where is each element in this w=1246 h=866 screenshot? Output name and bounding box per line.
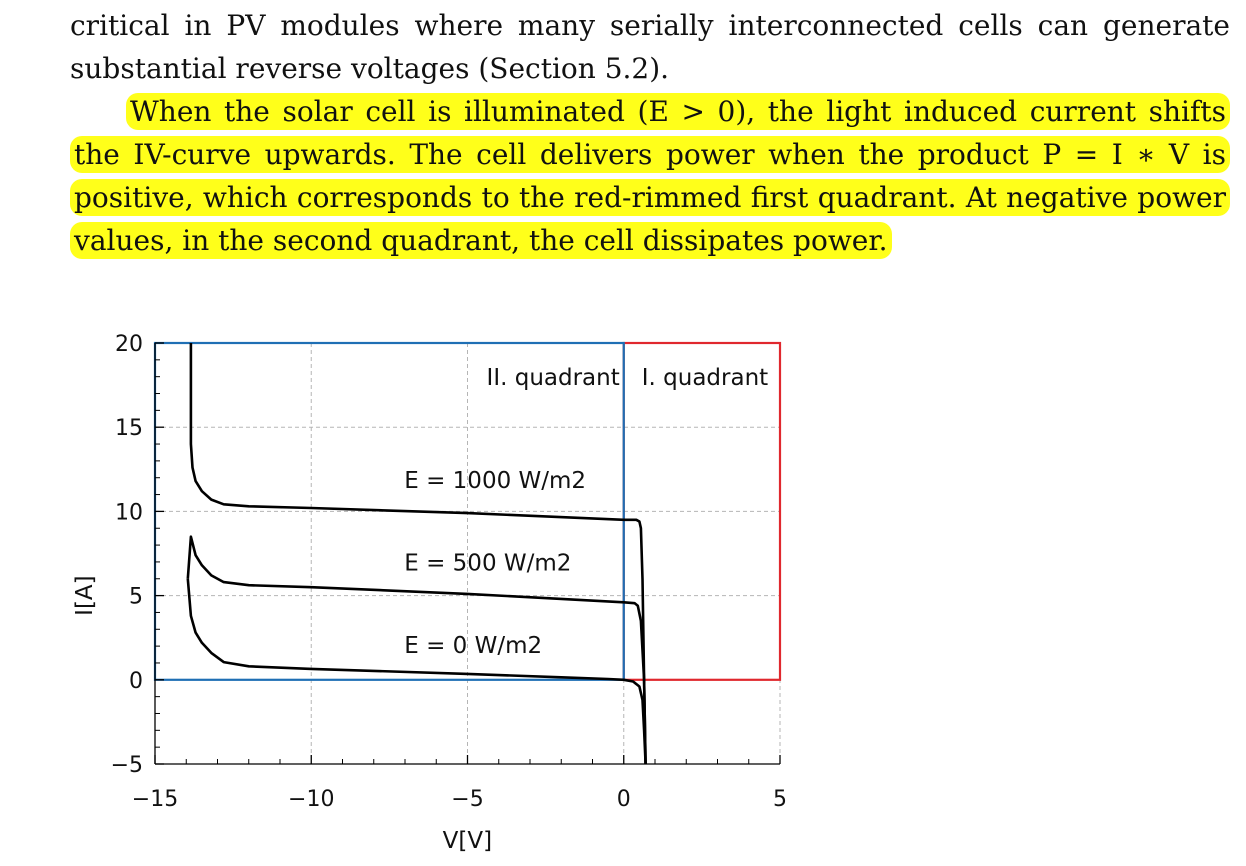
y-tick-label: 0 [129,669,143,694]
curve-labels: E = 1000 W/m2 E = 500 W/m2 E = 0 W/m2 [404,468,586,659]
y-tick-label: −5 [111,753,143,778]
iv-curve-0 [189,343,647,765]
y-ticks: −5 0 5 10 15 20 [111,332,164,778]
iv-curve-1 [186,535,647,765]
y-tick-label: 10 [115,500,143,525]
iv-curve-2 [186,578,647,765]
body-text: critical in PV modules where many serial… [70,4,1230,262]
axes: −15 −10 −5 0 5 −5 0 5 10 15 20 [111,332,787,812]
x-tick-label: 5 [773,787,787,812]
curve-label-0: E = 1000 W/m2 [404,468,586,494]
curve-label-1: E = 500 W/m2 [404,550,571,576]
x-tick-label: −10 [288,787,334,812]
x-tick-label: 0 [617,787,631,812]
x-tick-label: −5 [451,787,483,812]
y-tick-label: 20 [115,332,143,357]
paragraph-2: When the solar cell is illuminated (E > … [70,90,1230,262]
x-ticks: −15 −10 −5 0 5 [132,755,787,812]
quadrant-II-label: II. quadrant [487,365,620,391]
x-tick-label: −15 [132,787,178,812]
y-tick-label: 15 [115,416,143,441]
iv-curves [186,343,647,765]
curve-label-2: E = 0 W/m2 [404,633,542,659]
y-tick-label: 5 [129,585,143,610]
x-axis-label: V[V] [443,828,492,854]
y-axis-label: I[A] [72,575,98,615]
paragraph-1: critical in PV modules where many serial… [70,9,1230,85]
quadrant-I-label: I. quadrant [642,365,768,391]
